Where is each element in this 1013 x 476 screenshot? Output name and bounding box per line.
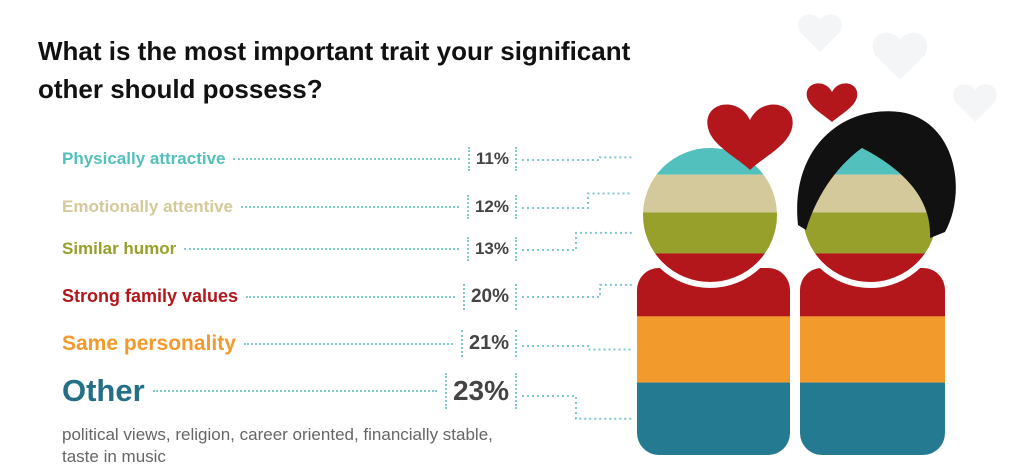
value-label: 21% <box>460 330 517 358</box>
value-label: 11% <box>467 147 517 172</box>
row: Similar humor 13% <box>62 237 517 262</box>
category-label: Physically attractive <box>62 149 226 169</box>
leader <box>240 206 459 209</box>
category-label: Similar humor <box>62 239 177 259</box>
row: Emotionally attentive 12% <box>62 195 517 220</box>
value-label: 23% <box>444 372 517 409</box>
connector <box>522 283 632 298</box>
leader <box>246 295 455 298</box>
hair <box>797 111 956 238</box>
band <box>637 316 945 383</box>
row: Same personality 21% <box>62 330 517 358</box>
heart <box>707 104 793 170</box>
category-label: Strong family values <box>62 286 239 306</box>
leader <box>233 158 460 161</box>
band <box>637 382 945 455</box>
category-label: Other <box>62 372 145 408</box>
row: Strong family values 20% <box>62 283 517 310</box>
value-label: 13% <box>466 237 517 262</box>
title: What is the most important trait your si… <box>38 36 631 104</box>
connector <box>522 231 632 251</box>
value-label: 20% <box>462 283 517 310</box>
connector <box>522 395 632 420</box>
connector <box>522 345 632 351</box>
leader <box>184 248 459 251</box>
row: Physically attractive 11% <box>62 147 517 172</box>
connector <box>522 156 632 161</box>
value-label: 12% <box>466 195 517 220</box>
band <box>637 212 945 254</box>
category-label: Emotionally attentive <box>62 197 233 217</box>
annotation: political views, religion, career orient… <box>62 425 493 466</box>
band <box>637 253 945 317</box>
category-label: Same personality <box>62 331 236 355</box>
heart <box>806 83 858 122</box>
leader <box>243 342 453 345</box>
connector <box>522 192 632 209</box>
row: Other 23% <box>62 372 517 409</box>
leader <box>152 389 437 392</box>
background-hearts <box>798 14 997 122</box>
